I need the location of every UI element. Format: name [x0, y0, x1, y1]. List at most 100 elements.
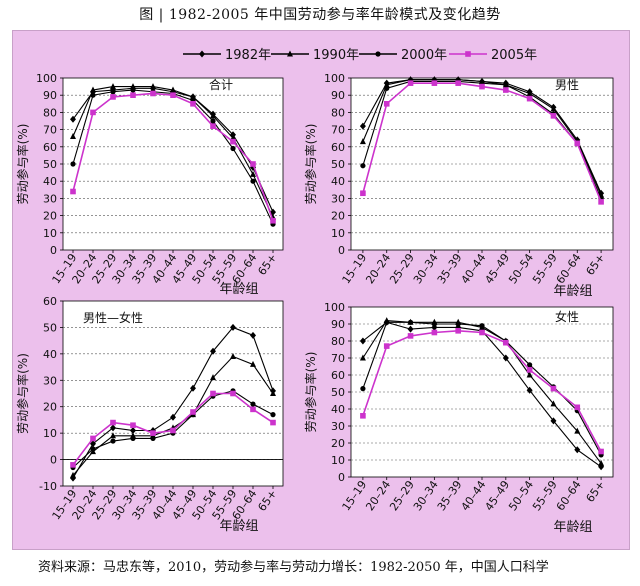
data-point	[210, 374, 216, 381]
data-point	[250, 161, 256, 167]
data-point	[190, 409, 196, 415]
data-point	[526, 386, 533, 394]
chart-title: 女性	[555, 309, 579, 324]
y-tick-label: 0	[50, 454, 57, 467]
data-point	[210, 390, 216, 397]
data-point	[70, 161, 76, 167]
x-axis-label: 年龄组	[219, 519, 258, 534]
data-point	[130, 83, 136, 90]
data-point	[70, 471, 76, 478]
legend-label: 1982年	[225, 48, 271, 63]
chart-title: 男性—女性	[83, 310, 143, 325]
data-point	[574, 140, 581, 147]
data-point	[359, 354, 366, 361]
data-point	[503, 87, 509, 93]
plot-area	[350, 77, 614, 251]
y-tick-label: 40	[331, 175, 345, 188]
legend-label: 2000年	[401, 48, 447, 63]
figure-title: 图 | 1982-2005 年中国劳动参与率年龄模式及变化趋势	[139, 7, 501, 23]
data-point	[455, 328, 461, 334]
data-point	[150, 83, 156, 90]
y-tick-label: 100	[324, 301, 345, 314]
y-tick-label: 0	[338, 244, 345, 257]
legend-marker	[287, 50, 293, 57]
y-tick-label: 20	[43, 210, 57, 223]
x-tick-label: 60–64	[554, 478, 584, 513]
data-point	[230, 353, 236, 359]
data-point	[550, 417, 557, 425]
data-point	[270, 412, 276, 418]
data-point	[70, 462, 76, 468]
y-tick-label: 10	[43, 227, 57, 240]
data-point	[455, 80, 461, 86]
y-tick-label: 50	[43, 158, 57, 171]
x-tick-label: 65+	[255, 251, 279, 277]
y-tick-label: 20	[331, 437, 345, 450]
data-point	[70, 132, 76, 139]
data-point	[210, 347, 216, 355]
data-point	[210, 118, 216, 124]
y-tick-label: 70	[331, 124, 345, 137]
data-point	[360, 163, 366, 169]
data-point	[90, 446, 96, 452]
y-tick-label: 60	[331, 369, 345, 382]
data-point	[574, 446, 581, 454]
y-tick-label: 10	[43, 427, 57, 440]
y-tick-label: 10	[331, 227, 345, 240]
data-point	[431, 80, 438, 86]
data-point	[230, 138, 236, 145]
y-tick-label: 20	[331, 210, 345, 223]
data-point	[479, 329, 485, 336]
data-point	[550, 385, 557, 392]
data-point	[170, 92, 176, 98]
data-point	[250, 406, 256, 413]
data-point	[130, 422, 136, 429]
data-point	[270, 390, 276, 396]
chart-title: 合计	[209, 77, 233, 92]
data-point	[455, 321, 461, 327]
data-point	[130, 87, 136, 93]
data-point	[170, 427, 176, 434]
y-tick-label: 80	[43, 106, 57, 119]
x-axis-label: 年龄组	[553, 284, 592, 299]
data-point	[479, 83, 485, 90]
data-point	[210, 112, 216, 119]
data-point	[110, 438, 116, 444]
data-point	[110, 83, 116, 90]
y-tick-label: 70	[43, 124, 57, 137]
data-point	[407, 319, 414, 325]
data-point	[384, 319, 390, 325]
data-point	[90, 435, 96, 442]
y-axis-label: 劳动参与率(%)	[15, 124, 30, 205]
chart-3: -10010203040506015–1920–2425–2930–3435–3…	[15, 295, 284, 534]
data-point	[550, 113, 557, 119]
data-point	[110, 89, 116, 95]
data-point	[550, 105, 557, 112]
chart-2: 010203040506070809010015–1920–2425–2930–…	[303, 72, 614, 299]
data-point	[359, 122, 366, 130]
data-point	[270, 419, 276, 426]
data-point	[210, 123, 216, 129]
y-tick-label: 30	[43, 192, 57, 205]
legend-label: 2005年	[491, 48, 537, 63]
data-point	[150, 430, 156, 436]
x-tick-label: 65+	[255, 487, 279, 513]
data-point	[502, 354, 509, 362]
legend-marker	[465, 51, 471, 57]
y-tick-label: 60	[331, 141, 345, 154]
charts: 010203040506070809010015–1920–2425–2930–…	[15, 72, 614, 535]
data-point	[230, 145, 236, 152]
data-point	[574, 404, 581, 411]
data-point	[431, 321, 437, 327]
data-point	[360, 413, 366, 419]
y-tick-label: 80	[331, 335, 345, 348]
x-axis-label: 年龄组	[553, 520, 592, 535]
data-point	[384, 85, 390, 91]
data-point	[190, 384, 196, 392]
data-point	[407, 333, 414, 339]
data-point	[90, 440, 96, 448]
y-tick-label: 40	[43, 348, 57, 361]
y-tick-label: 30	[331, 420, 345, 433]
data-point	[526, 89, 533, 96]
data-point	[503, 82, 509, 88]
